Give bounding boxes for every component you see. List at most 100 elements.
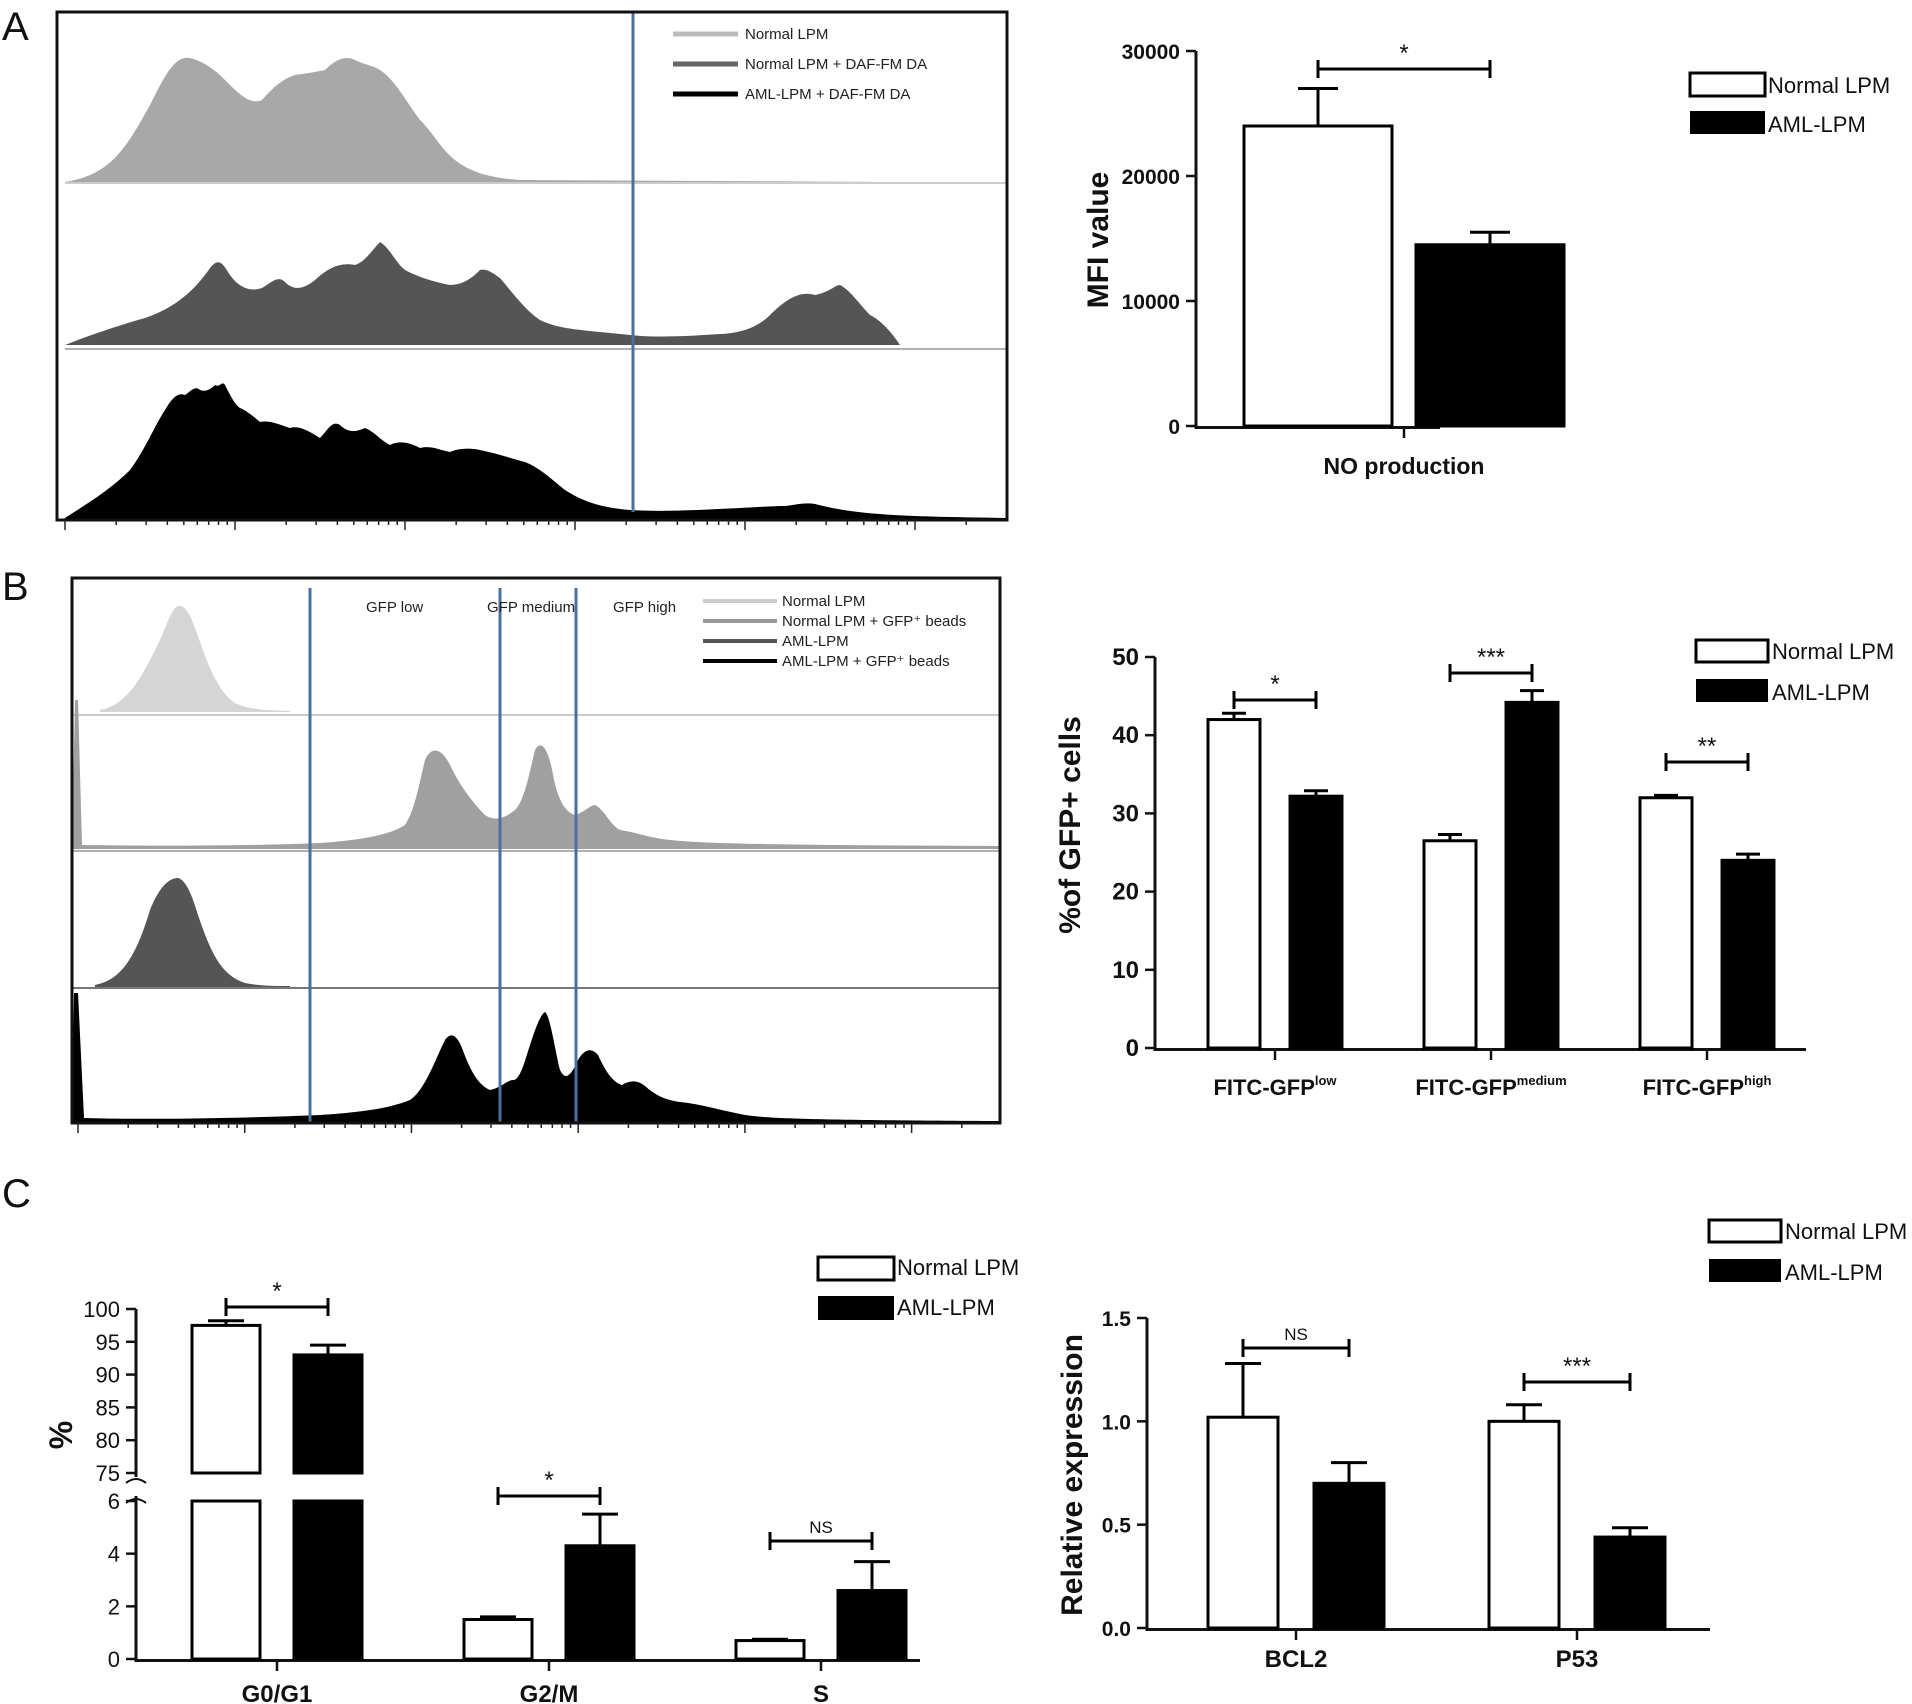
bar-aml-lpm (292, 1353, 364, 1475)
legend-swatch-normal (1688, 71, 1767, 98)
histogram-a-legend: Normal LPM Normal LPM + DAF-FM DA AML-LP… (673, 26, 927, 103)
y-tick-label: 50 (1112, 644, 1139, 671)
bar-aml-lpm (1312, 1481, 1386, 1630)
legend-label-normal: Normal LPM (1768, 73, 1890, 98)
histogram-a-aml-daf (65, 383, 1007, 520)
y-axis-label: %of GFP+ cells (1054, 716, 1087, 934)
legend-swatch-aml (1696, 679, 1768, 702)
y-tick-label: 0.0 (1102, 1618, 1131, 1641)
y-tick-label: 2 (108, 1594, 120, 1619)
legend-label-aml: AML-LPM (897, 1295, 995, 1320)
histogram-b-legend: Normal LPM Normal LPM + GFP⁺ beads AML-L… (703, 593, 966, 670)
gate-label-low: GFP low (366, 599, 423, 616)
y-tick-label: 1.5 (1102, 1308, 1132, 1331)
y-tick-label: 20 (1112, 879, 1139, 906)
bar-normal-lpm (1242, 124, 1394, 428)
legend-label: Normal LPM (782, 593, 865, 610)
legend-label-aml: AML-LPM (1785, 1260, 1883, 1285)
y-tick-label: 4 (108, 1542, 120, 1567)
y-tick-label: 0 (108, 1647, 120, 1672)
x-tick-label: FITC-GFPmedium (1415, 1073, 1566, 1100)
significance-label: NS (809, 1518, 833, 1537)
histogram-a: Normal LPM Normal LPM + DAF-FM DA AML-LP… (55, 10, 1009, 530)
bar-normal-lpm (190, 1499, 262, 1661)
legend-label: AML-LPM (782, 633, 849, 650)
y-tick-label: 6 (108, 1489, 120, 1514)
y-tick-label: 0.5 (1102, 1515, 1132, 1538)
y-axis-label: % (43, 1421, 79, 1449)
panel-label-a: A (2, 5, 29, 49)
x-tick-label: BCL2 (1265, 1646, 1328, 1673)
y-tick-label: 75 (96, 1461, 120, 1486)
legend-swatch-aml (1709, 1259, 1781, 1282)
bar-chart-mfi: 0 10000 20000 30000 MFI value NO production * (1082, 40, 1566, 479)
significance-label: * (544, 1467, 553, 1494)
y-tick-label: 40 (1112, 722, 1139, 749)
bar-aml-lpm (292, 1499, 364, 1661)
x-tick-label: P53 (1556, 1646, 1599, 1673)
significance-label: * (1399, 40, 1408, 67)
legend-swatch-aml (1690, 111, 1765, 134)
bar-aml-lpm (1593, 1535, 1667, 1630)
bar-chart-relative-expression: 0.0 0.5 1.0 1.5 Relative expression BCL2 NS P53… (1056, 1308, 1710, 1673)
histogram-b-log-ticks (77, 1123, 963, 1133)
gate-label-high: GFP high (613, 599, 676, 616)
y-tick-label: 20000 (1122, 166, 1180, 189)
histogram-b-aml-lpm (95, 878, 290, 987)
histogram-b-aml-gfp (72, 993, 1000, 1123)
y-tick-label: 10000 (1122, 291, 1180, 314)
bar-normal-lpm (1487, 1419, 1561, 1630)
histogram-b-frame (70, 576, 1002, 1125)
x-tick-label: FITC-GFPhigh (1643, 1073, 1772, 1100)
gate-label-medium: GFP medium (487, 599, 575, 616)
panel-label-c: C (2, 1172, 31, 1216)
y-tick-label: 100 (83, 1297, 120, 1322)
y-tick-label: 30000 (1122, 41, 1180, 64)
x-tick-label: FITC-GFPlow (1213, 1073, 1337, 1100)
legend-expression: Normal LPM AML-LPM (1707, 1218, 1907, 1285)
legend-label-aml: AML-LPM (1772, 680, 1870, 705)
panel-label-b: B (2, 565, 29, 609)
bar-normal-lpm (1422, 839, 1478, 1050)
bar-chart-gfp: 0 10 20 30 40 50 %of GFP+ cells FITC-GFPlow * FIT… (1054, 644, 1806, 1100)
y-tick-label: 90 (96, 1363, 120, 1388)
y-tick-label: 80 (96, 1428, 120, 1453)
y-tick-label: 1.0 (1102, 1411, 1131, 1434)
legend-gfp: Normal LPM AML-LPM (1694, 638, 1894, 705)
bar-normal-lpm (190, 1323, 262, 1475)
bar-normal-lpm (462, 1618, 534, 1661)
x-tick-label: NO production (1324, 453, 1485, 479)
significance-label: * (272, 1278, 281, 1305)
legend-label-aml: AML-LPM (1768, 112, 1866, 137)
legend-label: Normal LPM + DAF-FM DA (745, 56, 927, 73)
legend-label-normal: Normal LPM (1772, 639, 1894, 664)
y-tick-label: 0 (1126, 1035, 1139, 1062)
legend-swatch-normal (816, 1255, 896, 1282)
legend-label: Normal LPM (745, 26, 828, 43)
y-tick-label: 85 (96, 1395, 120, 1420)
bar-normal-lpm (1206, 718, 1262, 1050)
significance-label: *** (1563, 1353, 1591, 1380)
bar-normal-lpm (734, 1639, 806, 1661)
bar-aml-lpm (1504, 700, 1560, 1050)
legend-swatch-normal (1694, 638, 1770, 664)
y-tick-label: 95 (96, 1330, 120, 1355)
y-tick-label: 30 (1112, 800, 1139, 827)
bar-aml-lpm (1720, 858, 1776, 1050)
bar-aml-lpm (1414, 243, 1566, 428)
bar-chart-cell-cycle: 0 2 4 6 75 80 85 90 95 100% G0/G1 * G2/M * S NS (43, 1278, 920, 1704)
histogram-b-normal-lpm (100, 605, 290, 712)
histogram-a-log-ticks (64, 520, 967, 530)
legend-swatch-aml (818, 1296, 894, 1320)
bar-aml-lpm (836, 1589, 908, 1661)
x-tick-label: G2/M (520, 1681, 579, 1704)
significance-label: *** (1477, 644, 1505, 671)
bar-normal-lpm (1206, 1415, 1280, 1630)
histogram-a-normal-daf (65, 242, 900, 345)
axis-break (125, 1478, 147, 1484)
significance-label: ** (1698, 733, 1717, 760)
histogram-b-normal-gfp (72, 700, 1000, 849)
legend-label: Normal LPM + GFP⁺ beads (782, 613, 966, 630)
bar-normal-lpm (1638, 796, 1694, 1050)
legend-label: AML-LPM + DAF-FM DA (745, 86, 910, 103)
